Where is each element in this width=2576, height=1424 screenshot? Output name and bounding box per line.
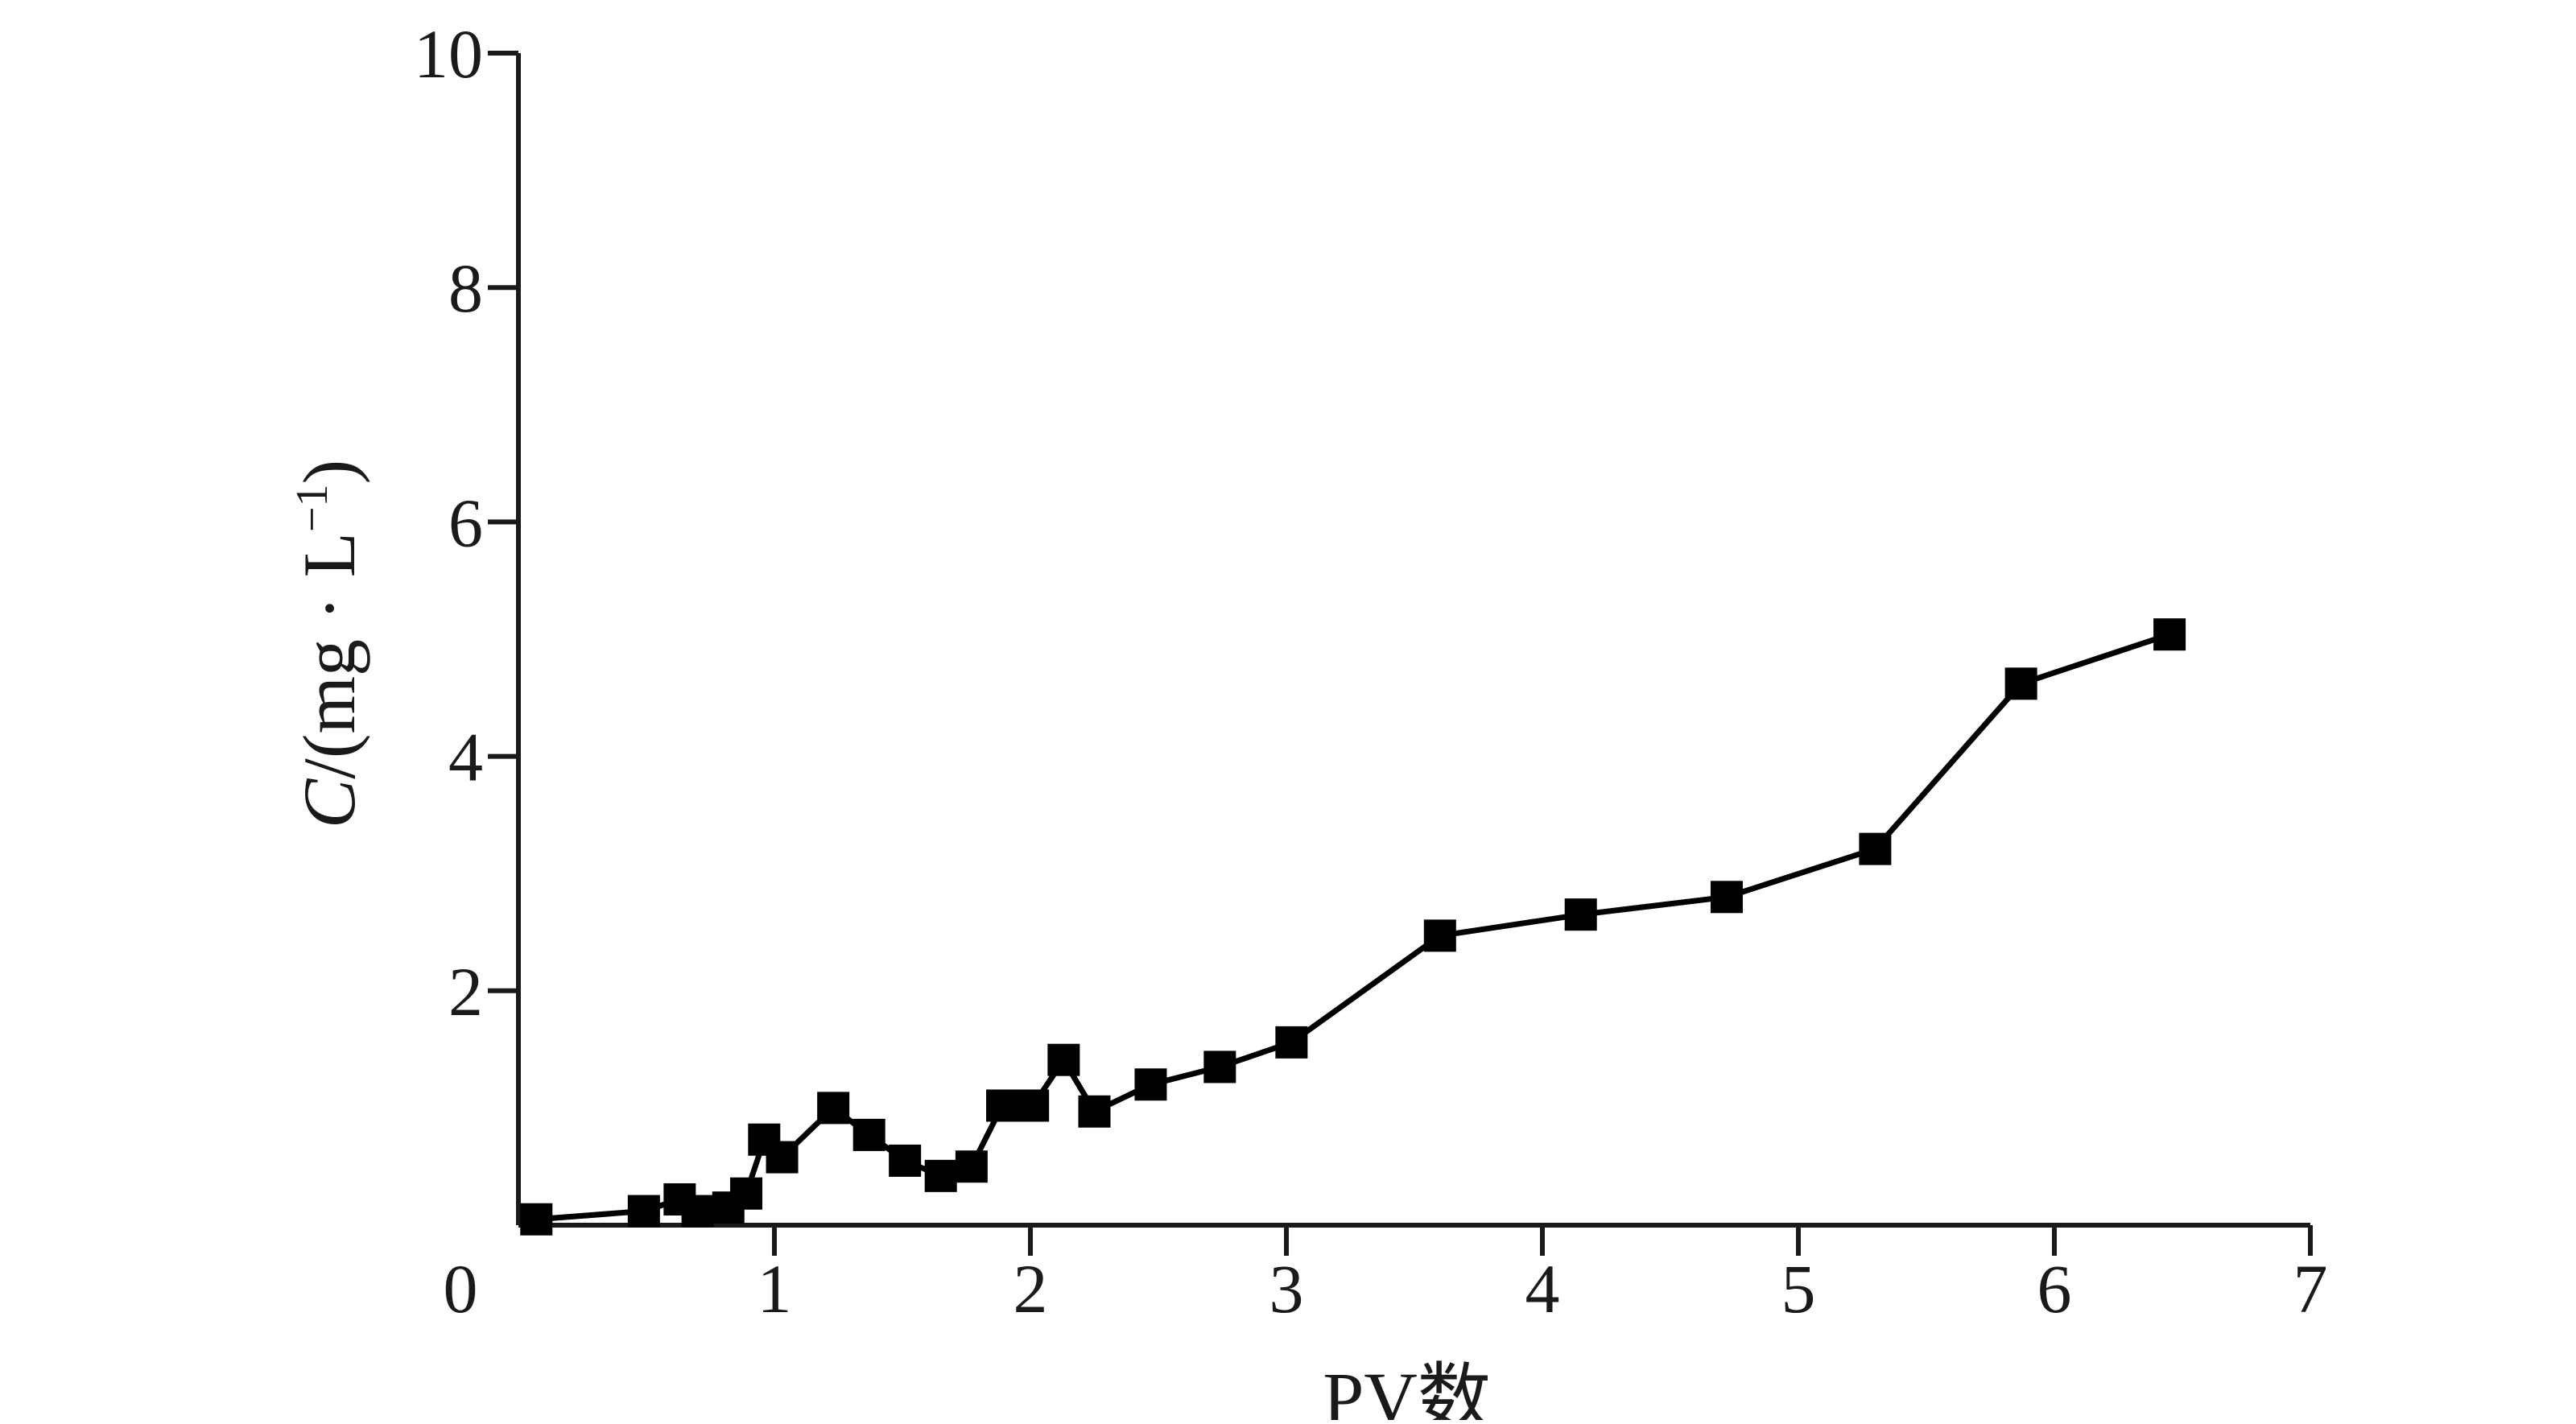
data-point bbox=[627, 1195, 660, 1228]
axes bbox=[516, 53, 2310, 1228]
data-point bbox=[924, 1159, 957, 1192]
ticks: 1 2 3 4 5 6 7 2 4 6 8 10 bbox=[414, 15, 2328, 1327]
y-axis-title-variable: C bbox=[288, 778, 370, 828]
data-point bbox=[852, 1118, 886, 1151]
data-point bbox=[1017, 1089, 1050, 1122]
data-point bbox=[1134, 1068, 1167, 1101]
data-point bbox=[1047, 1043, 1080, 1076]
data-point bbox=[1275, 1026, 1308, 1059]
series-line bbox=[536, 631, 2171, 1223]
data-point bbox=[520, 1203, 553, 1236]
data-point bbox=[986, 1089, 1019, 1122]
series-points-group bbox=[520, 618, 2186, 1236]
data-point bbox=[1564, 898, 1597, 931]
y-tick-label: 10 bbox=[414, 15, 483, 93]
data-point bbox=[730, 1177, 763, 1210]
data-point bbox=[2153, 618, 2186, 651]
x-tick-label: 5 bbox=[1781, 1250, 1816, 1327]
data-point bbox=[681, 1195, 714, 1228]
y-axis-title-units: /(mg · L bbox=[288, 532, 370, 779]
x-tick-label: 4 bbox=[1525, 1250, 1560, 1327]
origin-label: 0 bbox=[444, 1250, 478, 1327]
data-point bbox=[2004, 667, 2037, 700]
x-tick-label: 1 bbox=[758, 1250, 792, 1327]
x-tick-label: 2 bbox=[1013, 1250, 1048, 1327]
data-point bbox=[1423, 919, 1456, 952]
data-point bbox=[817, 1092, 850, 1125]
data-point bbox=[1710, 881, 1743, 914]
data-point bbox=[1859, 832, 1892, 865]
x-axis-title: PV数 bbox=[1323, 1357, 1492, 1420]
x-tick-label: 3 bbox=[1269, 1250, 1304, 1327]
series-line-group bbox=[536, 631, 2171, 1223]
y-axis-title-exponent: −1 bbox=[287, 485, 337, 533]
y-tick-label: 6 bbox=[448, 484, 483, 561]
x-tick-label: 7 bbox=[2293, 1250, 2328, 1327]
data-point bbox=[1203, 1050, 1236, 1083]
data-point bbox=[889, 1144, 922, 1177]
data-point bbox=[1078, 1095, 1111, 1128]
y-tick-label: 2 bbox=[448, 953, 483, 1030]
y-axis-title: C/(mg · L−1) bbox=[287, 460, 370, 828]
y-tick-label: 8 bbox=[448, 250, 483, 327]
data-point bbox=[955, 1150, 988, 1183]
y-axis-title-close: ) bbox=[288, 460, 370, 485]
data-point bbox=[766, 1141, 799, 1174]
y-tick-label: 4 bbox=[448, 719, 483, 796]
x-tick-label: 6 bbox=[2037, 1250, 2072, 1327]
